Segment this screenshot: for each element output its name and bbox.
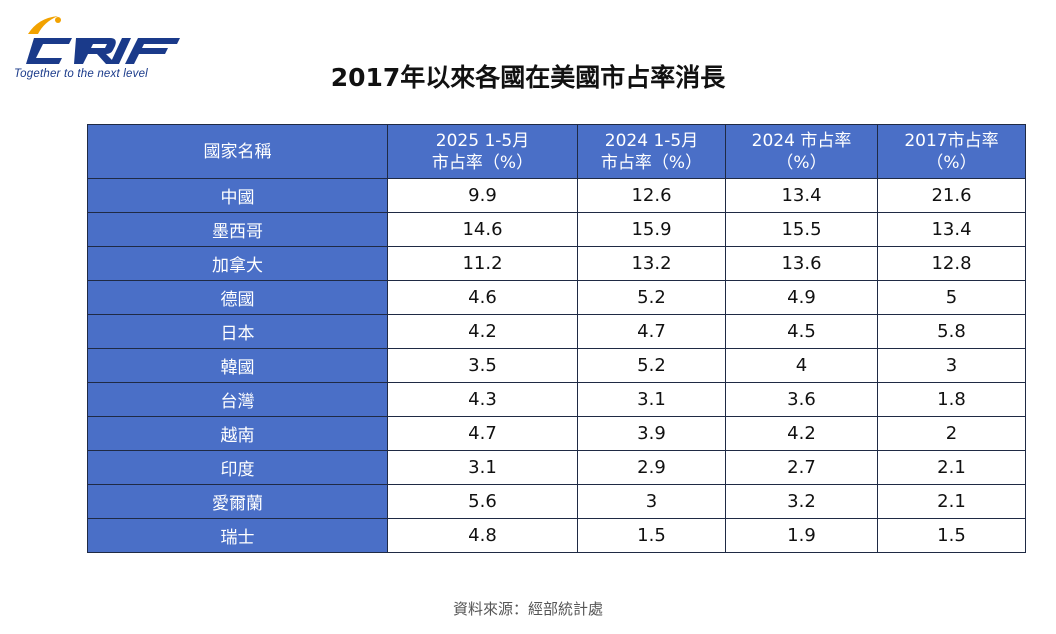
- header-2017: 2017市占率 （%）: [877, 124, 1026, 179]
- country-name: 愛爾蘭: [87, 484, 388, 519]
- table-row: 越南 4.7 3.9 4.2 2: [87, 416, 1026, 451]
- table-row: 韓國 3.5 5.2 4 3: [87, 348, 1026, 383]
- share-2017: 21.6: [877, 178, 1026, 213]
- share-2017: 3: [877, 348, 1026, 383]
- table-row: 印度 3.1 2.9 2.7 2.1: [87, 450, 1026, 485]
- share-2017: 2.1: [877, 484, 1026, 519]
- share-2025-jan-may: 4.8: [387, 518, 578, 553]
- share-2017: 1.5: [877, 518, 1026, 553]
- share-2025-jan-may: 4.6: [387, 280, 578, 315]
- share-2024-jan-may: 2.9: [577, 450, 726, 485]
- table-row: 日本 4.2 4.7 4.5 5.8: [87, 314, 1026, 349]
- share-2024-jan-may: 12.6: [577, 178, 726, 213]
- share-2024-jan-may: 5.2: [577, 348, 726, 383]
- header-label: 2025 1-5月: [435, 130, 530, 151]
- logo-tagline: Together to the next level: [14, 68, 148, 80]
- country-name: 韓國: [87, 348, 388, 383]
- country-name: 越南: [87, 416, 388, 451]
- share-2024: 2.7: [725, 450, 878, 485]
- share-2024-jan-may: 13.2: [577, 246, 726, 281]
- table-row: 瑞士 4.8 1.5 1.9 1.5: [87, 518, 1026, 553]
- header-label: 2024 1-5月: [604, 130, 699, 151]
- country-name: 德國: [87, 280, 388, 315]
- share-2024-jan-may: 1.5: [577, 518, 726, 553]
- share-2025-jan-may: 4.2: [387, 314, 578, 349]
- header-sublabel: 市占率（%）: [431, 152, 534, 173]
- table-row: 墨西哥 14.6 15.9 15.5 13.4: [87, 212, 1026, 247]
- country-name: 墨西哥: [87, 212, 388, 247]
- country-name: 日本: [87, 314, 388, 349]
- share-2025-jan-may: 11.2: [387, 246, 578, 281]
- table-row: 台灣 4.3 3.1 3.6 1.8: [87, 382, 1026, 417]
- table-row: 加拿大 11.2 13.2 13.6 12.8: [87, 246, 1026, 281]
- share-2017: 5.8: [877, 314, 1026, 349]
- share-2024-jan-may: 3.9: [577, 416, 726, 451]
- table-header-row: 國家名稱 2025 1-5月 市占率（%） 2024 1-5月 市占率（%） 2…: [87, 124, 1026, 179]
- share-2025-jan-may: 3.5: [387, 348, 578, 383]
- header-2025-jan-may: 2025 1-5月 市占率（%）: [387, 124, 578, 179]
- country-name: 加拿大: [87, 246, 388, 281]
- share-2024: 3.6: [725, 382, 878, 417]
- share-2024-jan-may: 4.7: [577, 314, 726, 349]
- share-2017: 2.1: [877, 450, 1026, 485]
- table-row: 德國 4.6 5.2 4.9 5: [87, 280, 1026, 315]
- share-2024: 4.5: [725, 314, 878, 349]
- header-2024: 2024 市占率 （%）: [725, 124, 878, 179]
- share-2017: 1.8: [877, 382, 1026, 417]
- page-title: 2017年以來各國在美國市占率消長: [330, 63, 726, 92]
- share-2024: 3.2: [725, 484, 878, 519]
- country-name: 印度: [87, 450, 388, 485]
- share-2024-jan-may: 5.2: [577, 280, 726, 315]
- share-2017: 2: [877, 416, 1026, 451]
- country-name: 台灣: [87, 382, 388, 417]
- share-2024-jan-may: 15.9: [577, 212, 726, 247]
- share-2024-jan-may: 3: [577, 484, 726, 519]
- country-name: 瑞士: [87, 518, 388, 553]
- source-note: 資料來源：經部統計處: [452, 600, 603, 618]
- header-label: 國家名稱: [203, 141, 272, 162]
- header-sublabel: （%）: [926, 152, 977, 173]
- header-sublabel: （%）: [776, 152, 827, 173]
- share-2024: 4.2: [725, 416, 878, 451]
- share-2017: 13.4: [877, 212, 1026, 247]
- share-2024-jan-may: 3.1: [577, 382, 726, 417]
- share-2024: 15.5: [725, 212, 878, 247]
- table-row: 中國 9.9 12.6 13.4 21.6: [87, 178, 1026, 213]
- header-country: 國家名稱: [87, 124, 388, 179]
- crif-logo: [14, 12, 194, 87]
- share-2025-jan-may: 4.7: [387, 416, 578, 451]
- market-share-table: 國家名稱 2025 1-5月 市占率（%） 2024 1-5月 市占率（%） 2…: [87, 124, 1026, 553]
- share-2025-jan-may: 4.3: [387, 382, 578, 417]
- share-2024: 13.6: [725, 246, 878, 281]
- share-2017: 12.8: [877, 246, 1026, 281]
- header-label: 2017市占率: [904, 130, 999, 151]
- share-2024: 4: [725, 348, 878, 383]
- share-2024: 13.4: [725, 178, 878, 213]
- share-2024: 1.9: [725, 518, 878, 553]
- table-row: 愛爾蘭 5.6 3 3.2 2.1: [87, 484, 1026, 519]
- header-label: 2024 市占率: [751, 130, 852, 151]
- share-2017: 5: [877, 280, 1026, 315]
- share-2025-jan-may: 14.6: [387, 212, 578, 247]
- share-2024: 4.9: [725, 280, 878, 315]
- header-sublabel: 市占率（%）: [600, 152, 703, 173]
- share-2025-jan-may: 3.1: [387, 450, 578, 485]
- share-2025-jan-may: 5.6: [387, 484, 578, 519]
- country-name: 中國: [87, 178, 388, 213]
- header-2024-jan-may: 2024 1-5月 市占率（%）: [577, 124, 726, 179]
- share-2025-jan-may: 9.9: [387, 178, 578, 213]
